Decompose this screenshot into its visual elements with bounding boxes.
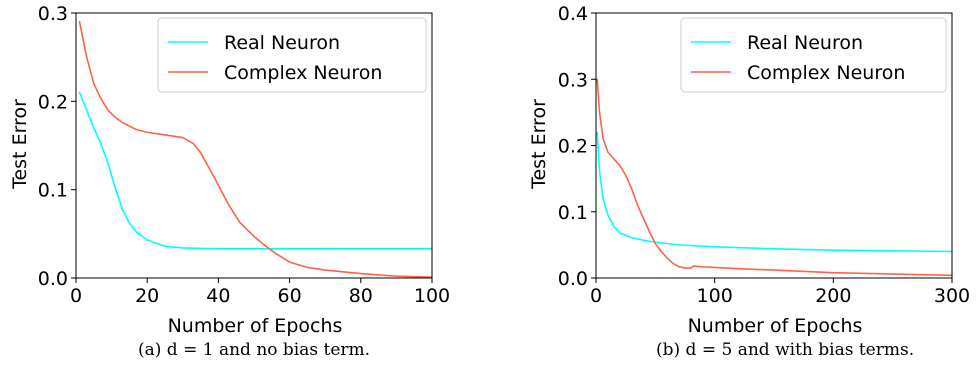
legend-label: Real Neuron — [747, 32, 863, 54]
x-tick-label: 100 — [697, 285, 733, 307]
series-line-complex-neuron-right — [596, 78, 953, 277]
series-line-real-neuron-right — [596, 131, 953, 253]
legend-box — [157, 17, 427, 93]
legend-box — [680, 17, 947, 93]
xlabel-right: Number of Epochs — [688, 315, 863, 337]
legend-right: Real Neuron Complex Neuron — [680, 17, 947, 93]
chart-right: Number of Epochs Test Error 0 100 200 300 0.… — [528, 3, 970, 337]
y-tick-label: 0.3 — [558, 69, 588, 91]
x-tick-label: 20 — [135, 285, 159, 307]
xlabel-left: Number of Epochs — [168, 315, 343, 337]
series-line-complex-neuron-left — [78, 21, 433, 278]
axes-frame-left — [75, 12, 433, 279]
series-line-real-neuron-left — [78, 91, 433, 250]
caption-b: (b) d = 5 and with bias terms. — [656, 340, 915, 360]
x-tick-label: 100 — [414, 285, 450, 307]
y-tick-label: 0.1 — [558, 202, 588, 224]
y-tick-label: 0.0 — [38, 268, 68, 290]
legend-label: Complex Neuron — [747, 62, 905, 84]
ylabel-left: Test Error — [9, 99, 31, 190]
x-tick-label: 60 — [278, 285, 302, 307]
y-tick-label: 0.4 — [558, 3, 588, 25]
chart-left: Number of Epochs Test Error 0 20 40 60 80 100… — [9, 3, 450, 337]
legend-label: Real Neuron — [224, 32, 340, 54]
x-tick-label: 80 — [349, 285, 373, 307]
x-tick-label: 0 — [70, 285, 82, 307]
y-tick-label: 0.3 — [38, 3, 68, 25]
x-tick-label: 40 — [206, 285, 230, 307]
y-tick-label: 0.1 — [38, 180, 68, 202]
ylabel-right: Test Error — [528, 99, 550, 190]
x-tick-label: 0 — [590, 285, 602, 307]
legend-label: Complex Neuron — [224, 62, 382, 84]
y-tick-label: 0.2 — [558, 136, 588, 158]
legend-left: Real Neuron Complex Neuron — [157, 17, 427, 93]
x-tick-label: 300 — [934, 285, 970, 307]
caption-a: (a) d = 1 and no bias term. — [138, 340, 371, 360]
x-tick-label: 200 — [815, 285, 851, 307]
y-tick-label: 0.2 — [38, 91, 68, 113]
y-tick-label: 0.0 — [558, 268, 588, 290]
